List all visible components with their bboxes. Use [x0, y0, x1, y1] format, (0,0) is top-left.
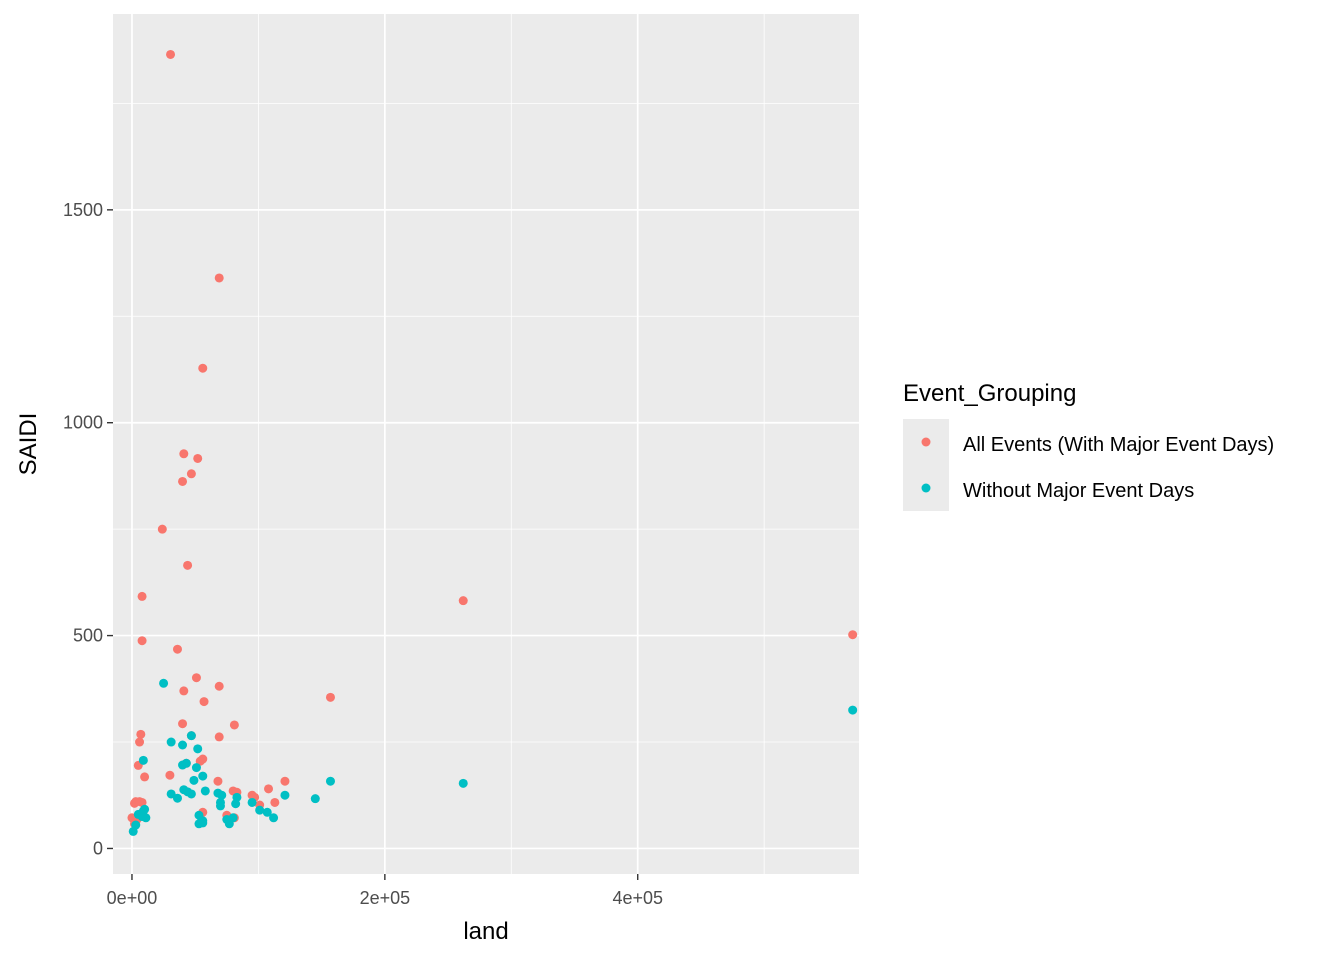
y-axis-title: SAIDI — [15, 413, 42, 476]
y-tick-label-1: 500 — [73, 626, 103, 646]
point-s1-6 — [138, 755, 148, 765]
point-s1-33 — [269, 813, 279, 823]
point-s0-0 — [166, 49, 176, 59]
point-s1-17 — [166, 789, 176, 799]
y-tick-label-2: 1000 — [63, 413, 103, 433]
point-s0-23 — [214, 732, 224, 742]
point-s0-4 — [193, 453, 203, 463]
legend-key-without-major — [921, 483, 931, 493]
point-s1-42 — [224, 819, 234, 829]
point-s0-15 — [214, 681, 224, 691]
point-s0-9 — [137, 591, 147, 601]
point-s0-35 — [264, 784, 274, 794]
point-s0-19 — [178, 719, 188, 729]
point-s1-23 — [280, 790, 290, 800]
grid-major — [113, 14, 859, 874]
x-tick-label-1: 2e+05 — [360, 888, 411, 908]
point-s0-16 — [179, 686, 189, 696]
point-s1-28 — [247, 797, 257, 807]
y-tick-label-0: 0 — [93, 838, 103, 858]
point-s0-38 — [270, 797, 280, 807]
axis-ticks — [107, 209, 639, 880]
point-s0-12 — [137, 636, 147, 646]
point-s0-5 — [186, 469, 196, 479]
point-s0-3 — [179, 449, 189, 459]
point-s0-2 — [198, 363, 208, 373]
point-s1-24 — [310, 794, 320, 804]
point-s1-44 — [128, 826, 138, 836]
point-s1-18 — [172, 793, 182, 803]
point-s0-43 — [137, 797, 147, 807]
point-s1-12 — [458, 778, 468, 788]
point-s1-26 — [231, 799, 241, 809]
point-s0-24 — [135, 737, 145, 747]
point-s0-28 — [198, 754, 208, 764]
plot-panel — [113, 14, 859, 874]
point-s0-8 — [183, 560, 193, 570]
point-s1-9 — [191, 763, 201, 773]
point-s0-14 — [191, 673, 201, 683]
point-s1-31 — [255, 805, 265, 815]
point-s0-30 — [165, 770, 175, 780]
point-s0-29 — [140, 772, 150, 782]
point-s1-14 — [200, 786, 210, 796]
point-s0-13 — [172, 644, 182, 654]
x-axis-title: land — [463, 918, 508, 945]
point-s0-32 — [280, 776, 290, 786]
point-s1-2 — [186, 731, 196, 741]
point-s0-20 — [229, 720, 239, 730]
point-s1-21 — [217, 790, 227, 800]
point-s1-10 — [198, 771, 208, 781]
point-s1-13 — [189, 775, 199, 785]
point-s1-4 — [178, 740, 188, 750]
legend: Event_Grouping All Events (With Major Ev… — [903, 380, 1274, 511]
point-s1-1 — [159, 678, 169, 688]
legend-title: Event_Grouping — [903, 380, 1076, 407]
point-s1-0 — [848, 705, 858, 715]
point-s1-27 — [215, 801, 225, 811]
legend-label-all-events: All Events (With Major Event Days) — [963, 434, 1274, 456]
point-s0-6 — [178, 476, 188, 486]
point-s0-18 — [199, 697, 209, 707]
x-tick-label-0: 0e+00 — [107, 888, 158, 908]
point-s0-7 — [157, 524, 167, 534]
point-s0-1 — [214, 273, 224, 283]
grid-minor — [113, 14, 859, 874]
point-s0-21 — [136, 729, 146, 739]
legend-label-without-major: Without Major Event Days — [963, 480, 1194, 502]
point-s1-19 — [186, 789, 196, 799]
legend-key-all-events — [921, 437, 931, 447]
x-tick-label-2: 4e+05 — [612, 888, 663, 908]
point-s1-3 — [166, 737, 176, 747]
point-s1-5 — [193, 744, 203, 754]
point-s1-8 — [178, 760, 188, 770]
y-tick-labels: 0 500 1000 1500 — [63, 200, 103, 859]
x-tick-labels: 0e+00 2e+05 4e+05 — [107, 888, 663, 908]
point-s0-11 — [848, 630, 858, 640]
y-tick-label-3: 1500 — [63, 200, 103, 220]
point-s0-31 — [213, 776, 223, 786]
point-s1-11 — [325, 776, 335, 786]
point-s1-36 — [141, 813, 151, 823]
point-s0-10 — [458, 596, 468, 606]
point-s1-45 — [198, 818, 208, 828]
data-points — [127, 49, 858, 836]
point-s0-17 — [325, 692, 335, 702]
point-s1-32 — [262, 807, 272, 817]
